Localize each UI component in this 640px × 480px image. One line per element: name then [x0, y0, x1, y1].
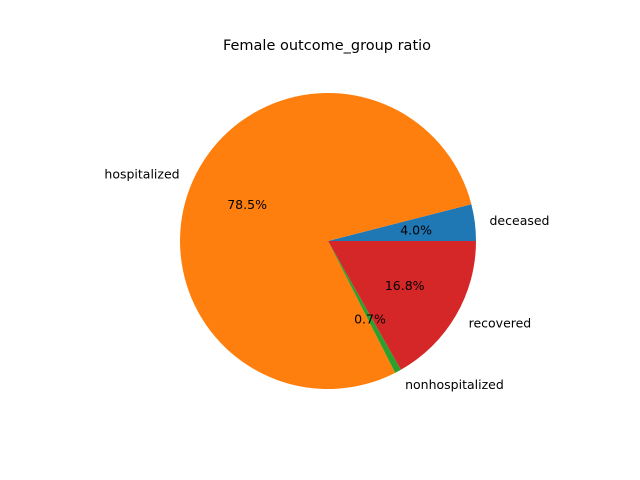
- slice-percent-recovered: 16.8%: [385, 278, 425, 293]
- pie-slice-nonhospitalized: [328, 241, 401, 373]
- pie-slice-recovered: [328, 241, 476, 370]
- pie-slices: [180, 93, 477, 390]
- slice-label-deceased: deceased: [490, 213, 550, 228]
- slice-percent-nonhospitalized: 0.7%: [354, 312, 386, 327]
- pie-labels: deceased 4.0% hospitalized 78.5% nonhospital…: [104, 167, 549, 392]
- pie-slice-deceased: [328, 204, 477, 241]
- slice-label-nonhospitalized: nonhospitalized: [405, 377, 504, 392]
- slice-percent-hospitalized: 78.5%: [227, 197, 267, 212]
- slice-label-hospitalized: hospitalized: [104, 167, 179, 182]
- slice-label-recovered: recovered: [469, 316, 532, 331]
- pie-slice-hospitalized: [180, 93, 472, 390]
- slice-percent-deceased: 4.0%: [400, 222, 432, 237]
- chart-title: Female outcome_group ratio: [223, 38, 431, 54]
